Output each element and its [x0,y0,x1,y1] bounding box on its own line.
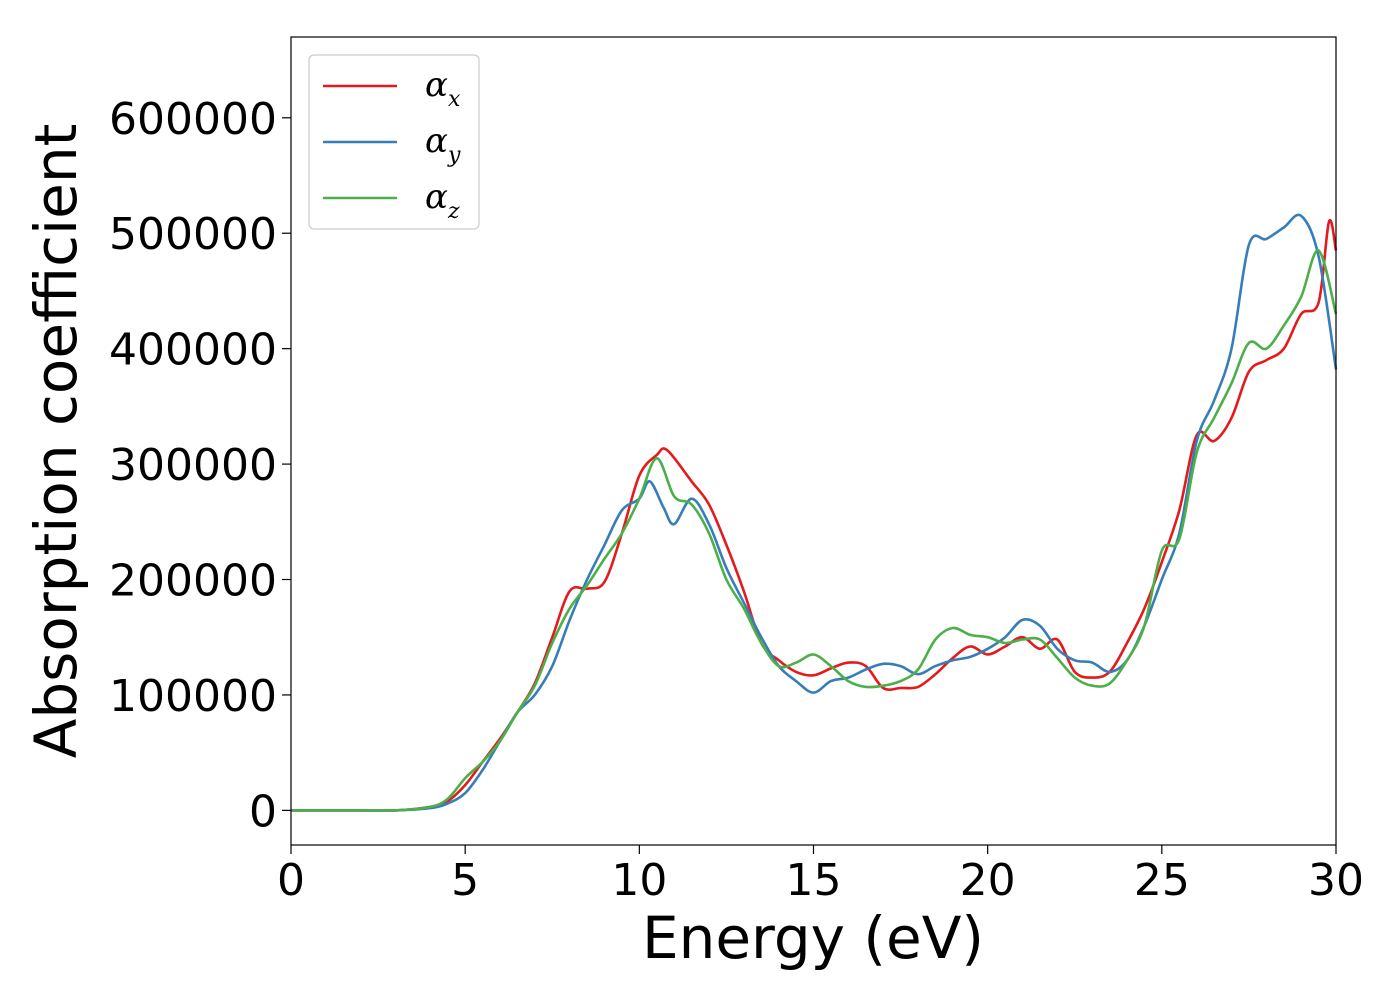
y-axis-title: Absorption coefficient [22,124,90,759]
y-tick-label: 300000 [109,440,277,491]
x-tick-label: 15 [786,855,842,906]
series-line-z [291,249,1338,812]
series-layer [291,213,1338,812]
y-tick-label: 500000 [109,209,277,260]
x-axis-title: Energy (eV) [642,904,984,972]
y-tick-label: 200000 [109,556,277,607]
x-tick-label: 0 [277,855,305,906]
x-tick-label: 30 [1308,855,1364,906]
legend: αx αy αz [308,54,480,230]
y-tick-label: 100000 [109,671,277,722]
x-tick-label: 5 [451,855,479,906]
x-tick-label: 10 [611,855,667,906]
x-tick-label: 25 [1134,855,1190,906]
y-tick-label: 600000 [109,94,277,145]
x-tick-label: 20 [960,855,1016,906]
legend-label-y: αy [425,121,461,168]
y-axis-ticks: 0 100000 200000 300000 400000 500000 600000 [109,94,291,837]
y-tick-label: 0 [249,786,277,837]
legend-label-x: αx [425,65,461,112]
x-axis-ticks: 0 5 10 15 20 25 30 [277,845,1364,906]
legend-items: αx αy αz [323,65,461,224]
legend-label-z: αz [425,177,460,224]
y-tick-label: 400000 [109,325,277,376]
series-line-y [291,213,1338,812]
